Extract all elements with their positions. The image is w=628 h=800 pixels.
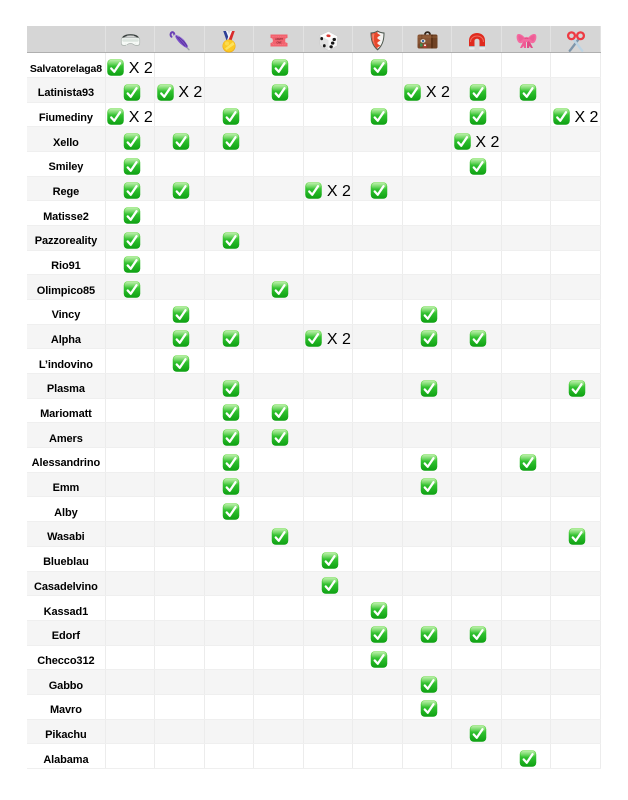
svg-text:ADMIT: ADMIT <box>275 37 283 41</box>
svg-text:ONE: ONE <box>276 40 282 44</box>
